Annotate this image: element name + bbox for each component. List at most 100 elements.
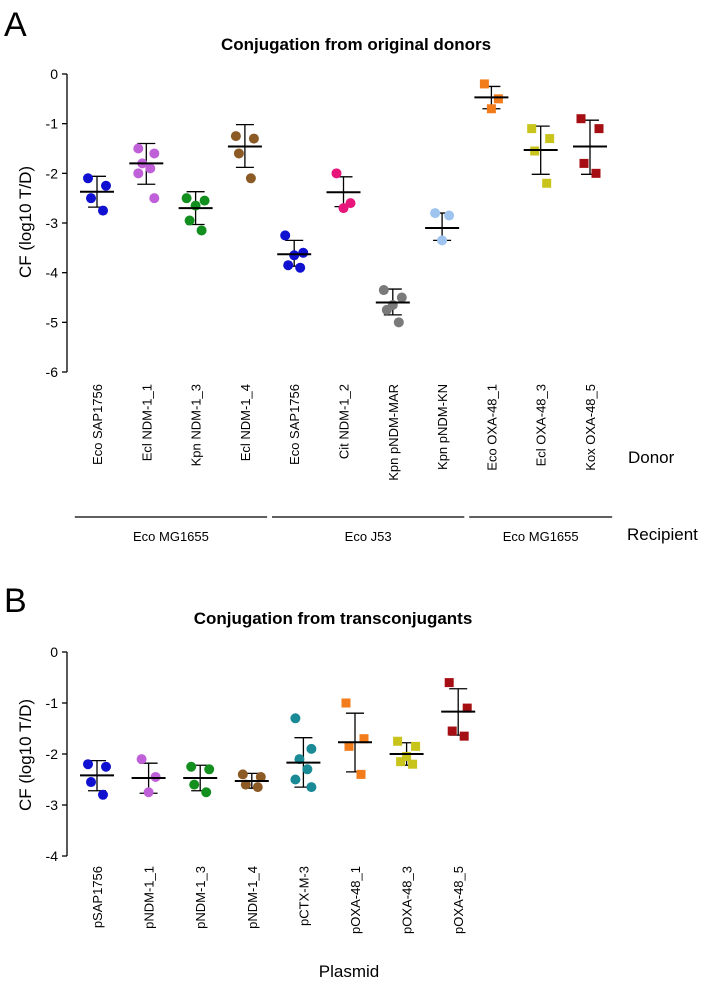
data-point bbox=[237, 769, 248, 780]
data-point bbox=[306, 782, 317, 793]
data-point bbox=[143, 787, 154, 798]
series-3 bbox=[227, 124, 262, 184]
data-point bbox=[204, 764, 215, 775]
series-1 bbox=[131, 754, 166, 798]
data-point bbox=[345, 198, 356, 209]
data-point bbox=[252, 782, 263, 793]
data-point bbox=[444, 678, 454, 688]
panel-b-y-axis-label: CF (log10 T/D) bbox=[16, 699, 35, 811]
series-0 bbox=[80, 173, 114, 216]
category-label: Kox OXA-48_5 bbox=[583, 384, 598, 471]
data-point bbox=[149, 148, 160, 159]
data-point bbox=[447, 726, 457, 736]
series-2 bbox=[178, 191, 213, 236]
data-point bbox=[83, 759, 93, 770]
series-8 bbox=[474, 79, 509, 114]
series-5 bbox=[338, 698, 372, 779]
data-point bbox=[186, 761, 197, 772]
data-point bbox=[302, 764, 313, 775]
data-point bbox=[545, 134, 555, 144]
data-point bbox=[150, 771, 161, 782]
recipient-label: Recipient bbox=[627, 525, 698, 544]
data-point bbox=[591, 168, 601, 178]
category-label: Eco SAP1756 bbox=[287, 384, 302, 465]
category-label: Ecl NDM-1_1 bbox=[139, 384, 154, 461]
data-point bbox=[459, 731, 469, 741]
panel-a-title: Conjugation from original donors bbox=[221, 35, 491, 54]
series-4 bbox=[286, 713, 321, 793]
data-point bbox=[402, 752, 412, 762]
y-tick-label: 0 bbox=[50, 66, 58, 82]
series-4 bbox=[277, 230, 312, 273]
data-point bbox=[184, 215, 195, 226]
donor-label: Donor bbox=[628, 448, 675, 467]
data-point bbox=[290, 774, 301, 785]
data-point bbox=[479, 79, 489, 89]
panel-a-plot: 0 -1 -2 -3 -4 -5 -6 Eco SAP1756 Ecl NDM-1_1 Kpn N… bbox=[46, 66, 613, 544]
data-point bbox=[396, 757, 406, 767]
y-tick-label: -3 bbox=[46, 797, 59, 813]
data-point bbox=[98, 205, 108, 216]
y-tick-label: -3 bbox=[46, 215, 59, 231]
series-9 bbox=[523, 124, 558, 188]
data-point bbox=[101, 761, 111, 772]
y-tick-label: -2 bbox=[46, 746, 59, 762]
category-label: Kpn NDM-1_3 bbox=[189, 384, 204, 466]
series-3 bbox=[234, 769, 269, 793]
panel-b-title: Conjugation from transconjugants bbox=[194, 609, 473, 628]
data-point bbox=[338, 203, 349, 214]
recipient-group-label: Eco MG1655 bbox=[503, 529, 579, 544]
data-point bbox=[486, 104, 496, 114]
y-tick-label: -5 bbox=[46, 314, 59, 330]
category-label: pOXA-48_3 bbox=[400, 866, 415, 934]
data-point bbox=[356, 769, 366, 779]
series-1 bbox=[129, 142, 164, 204]
recipient-group-label: Eco J53 bbox=[345, 529, 392, 544]
data-point bbox=[393, 736, 403, 746]
category-label: pSAP1756 bbox=[90, 866, 105, 928]
data-point bbox=[145, 163, 156, 174]
series-5 bbox=[326, 168, 361, 214]
data-point bbox=[430, 208, 441, 219]
category-label: Kpn pNDM-KN bbox=[435, 384, 450, 470]
data-point bbox=[196, 225, 207, 236]
y-tick-label: -2 bbox=[46, 165, 59, 181]
data-point bbox=[199, 195, 210, 206]
data-point bbox=[133, 143, 144, 154]
data-point bbox=[576, 114, 586, 124]
y-tick-label: 0 bbox=[50, 644, 58, 660]
data-point bbox=[437, 235, 448, 246]
data-point bbox=[411, 741, 421, 751]
panel-b-x-axis-label: Plasmid bbox=[319, 962, 379, 981]
y-tick-label: -1 bbox=[46, 695, 59, 711]
data-point bbox=[396, 292, 407, 303]
data-point bbox=[189, 779, 200, 790]
series-0 bbox=[80, 759, 114, 800]
y-tick-label: -6 bbox=[46, 364, 59, 380]
data-point bbox=[86, 777, 96, 788]
category-label: pOXA-48_1 bbox=[348, 866, 363, 934]
data-point bbox=[230, 131, 241, 142]
series-7 bbox=[425, 208, 460, 246]
data-point bbox=[462, 703, 472, 713]
y-tick-label: -4 bbox=[46, 265, 59, 281]
data-point bbox=[331, 168, 342, 179]
data-point bbox=[248, 133, 259, 144]
data-point bbox=[378, 285, 389, 296]
y-tick-label: -1 bbox=[46, 116, 59, 132]
panel-a-y-axis-label: CF (log10 T/D) bbox=[16, 166, 35, 278]
data-point bbox=[542, 178, 552, 188]
category-label: pNDM-1_1 bbox=[142, 866, 157, 929]
data-point bbox=[493, 94, 503, 104]
series-6 bbox=[389, 736, 424, 769]
data-point bbox=[306, 743, 317, 754]
data-point bbox=[359, 734, 369, 744]
data-point bbox=[527, 124, 537, 134]
data-point bbox=[233, 148, 244, 159]
category-label: Cit NDM-1_2 bbox=[337, 384, 352, 459]
series-10 bbox=[573, 114, 607, 178]
data-point bbox=[341, 698, 351, 708]
category-label: pOXA-48_5 bbox=[451, 866, 466, 934]
data-point bbox=[408, 759, 418, 769]
